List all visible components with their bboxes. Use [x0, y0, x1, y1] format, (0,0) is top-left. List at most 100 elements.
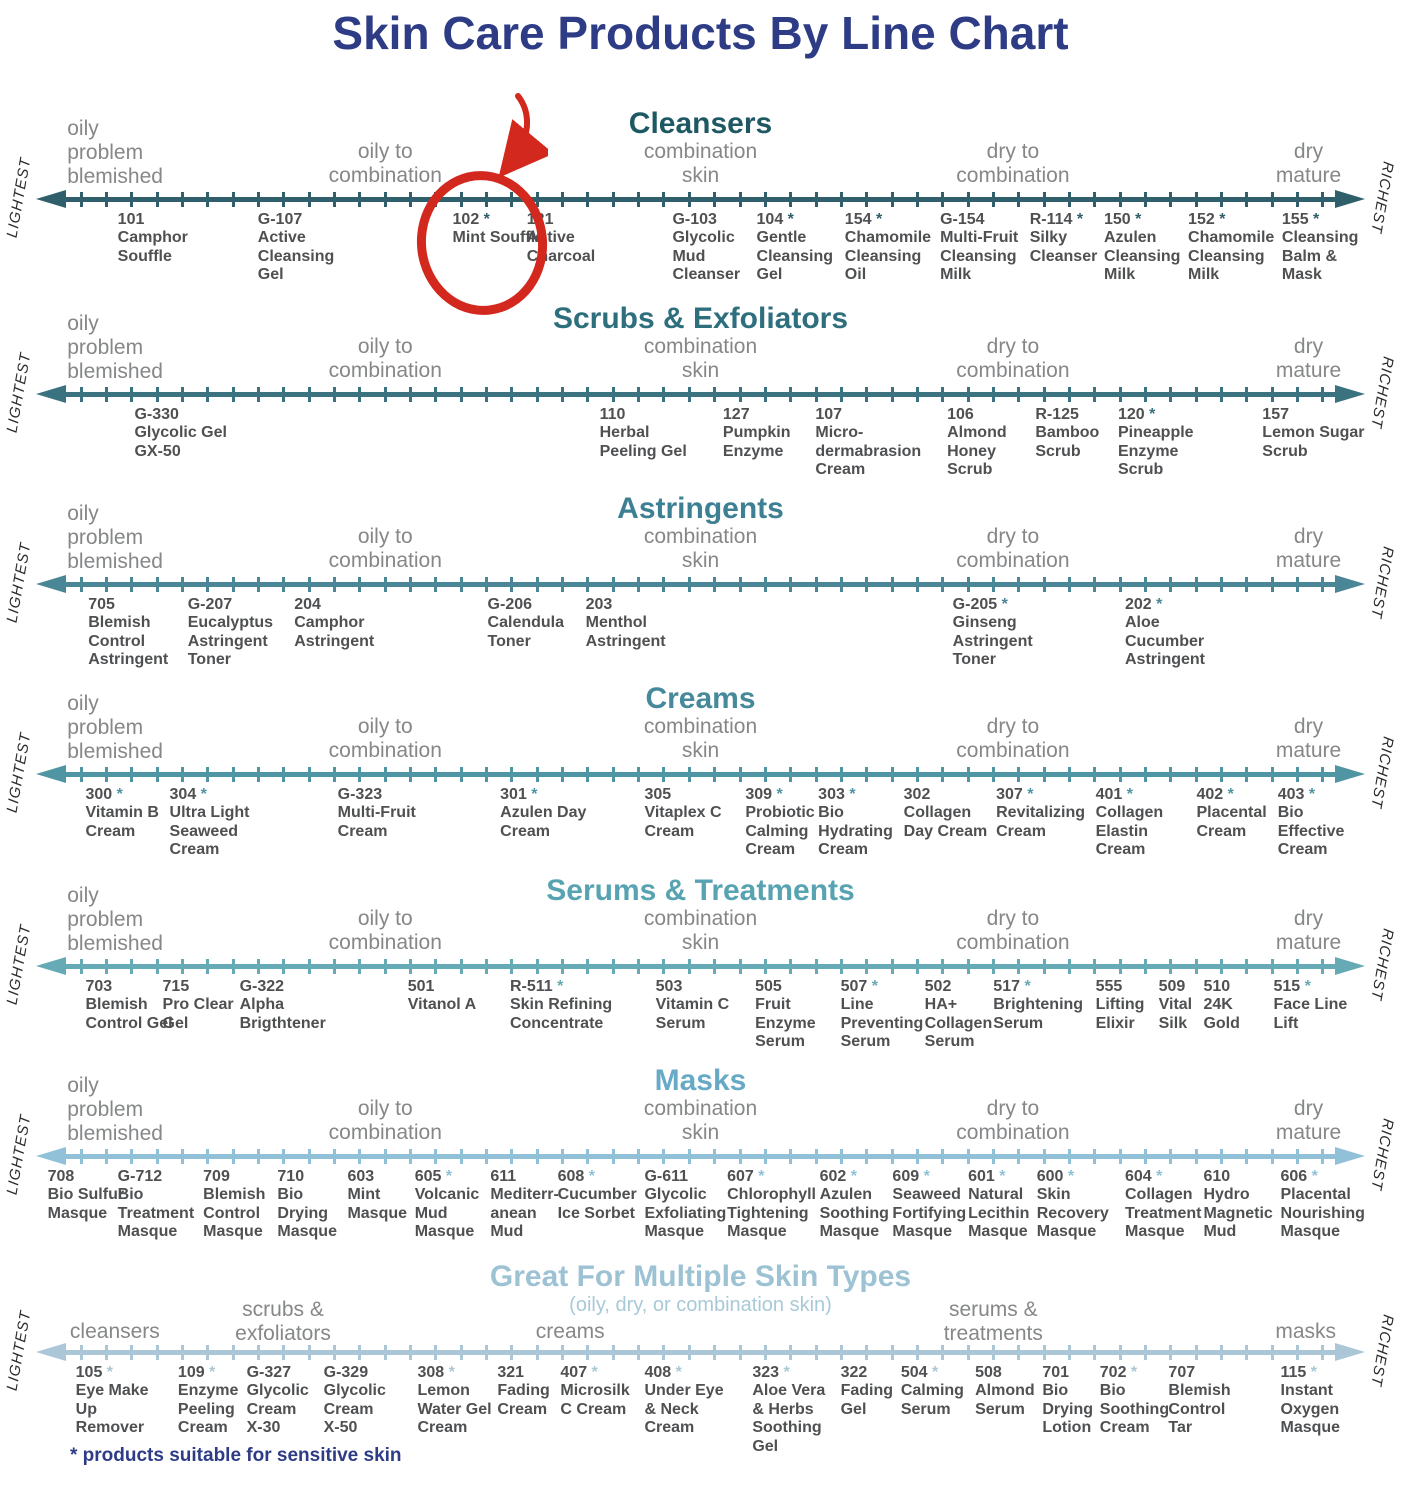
product-name: Active Cleansing Gel — [257, 229, 335, 284]
axis-tick — [1169, 959, 1173, 974]
sensitive-skin-star: * — [1020, 978, 1031, 995]
product-name: Glycolic Cream X-30 — [246, 1382, 309, 1437]
product-label: 505 Fruit Enzyme Serum — [755, 978, 835, 1052]
product-name: Mint Masque — [347, 1186, 408, 1222]
axis-tick — [130, 1345, 134, 1360]
product-label: 507 * Line Preventing Serum — [841, 978, 926, 1052]
product-label: G-107 Active Cleansing Gel — [258, 211, 353, 285]
product-code: 115 — [1280, 1364, 1307, 1381]
product-code: 321 — [497, 1364, 525, 1381]
product-label: 203 Menthol Astringent — [586, 596, 681, 651]
sensitive-skin-star: * — [671, 1364, 682, 1381]
axis-tick — [1118, 767, 1122, 782]
sensitive-skin-star: * — [441, 1168, 453, 1185]
axis-tick — [611, 959, 615, 974]
product-name: Probiotic Calming Cream — [745, 804, 815, 859]
axis-tick — [358, 192, 362, 207]
axis-tick — [535, 959, 539, 974]
product-code: 606 — [1280, 1168, 1308, 1185]
axis-tick — [941, 959, 945, 974]
axis-tick — [991, 192, 995, 207]
axis-tick — [409, 577, 413, 592]
product-label: 408 * Under Eye & Neck Cream — [644, 1364, 724, 1438]
product-label: 104 * Gentle Cleansing Gel — [757, 211, 852, 285]
axis-tick — [890, 1345, 894, 1360]
axis-tick — [510, 387, 514, 402]
axis-tick — [865, 387, 869, 402]
skin-type-label: dry mature — [1275, 715, 1342, 763]
axis-tick — [966, 1149, 970, 1164]
axis-tick — [333, 959, 337, 974]
axis-tick — [1245, 1345, 1249, 1360]
axis-tick — [991, 387, 995, 402]
axis-tick — [1245, 577, 1249, 592]
product-label: 708 Bio Sulfur Masque — [48, 1168, 126, 1223]
axis-tick — [814, 1149, 818, 1164]
sensitive-skin-star: * — [871, 211, 883, 228]
axis-tick — [839, 1149, 843, 1164]
axis-tick — [1321, 192, 1325, 207]
sensitive-skin-star: * — [1307, 1168, 1318, 1185]
axis-tick — [713, 1345, 717, 1360]
skin-type-label: dry to combination — [956, 335, 1070, 383]
section-scrubs-exfoliators: Scrubs & Exfoliators oily problem blemish… — [0, 290, 1401, 482]
axis-tick — [333, 387, 337, 402]
axis-tick — [1219, 387, 1223, 402]
product-name: Vitamin B Cream — [85, 804, 159, 840]
product-name: HA+ Collagen Serum — [924, 996, 993, 1051]
product-code: 305 — [644, 786, 672, 803]
product-name: Skin Recovery Masque — [1036, 1186, 1109, 1241]
axis-tick — [434, 577, 438, 592]
axis-tick — [763, 1345, 767, 1360]
axis-tick — [890, 387, 894, 402]
axis-tick — [814, 1345, 818, 1360]
axis-tick — [409, 767, 413, 782]
axis-tick — [1245, 959, 1249, 974]
axis-tick — [434, 1149, 438, 1164]
axis-tick — [1017, 767, 1021, 782]
highlight-arrow-icon — [498, 93, 548, 178]
axis-arrowhead-right — [1335, 1147, 1365, 1165]
product-code: 702 — [1099, 1364, 1127, 1381]
axis-tick — [1143, 1149, 1147, 1164]
product-label: 703 Blemish Control Gel — [85, 978, 180, 1033]
axis-tick — [257, 767, 261, 782]
product-code: R-125 — [1035, 406, 1079, 423]
product-label: G-322 Alpha Brigthtener — [240, 978, 335, 1033]
product-name: Lifting Elixir — [1095, 996, 1145, 1032]
product-label: 105 * Eye Make Up Remover — [76, 1364, 156, 1438]
axis-tick — [1295, 387, 1299, 402]
product-label: 305 Vitaplex C Cream — [644, 786, 739, 841]
product-name: Volcanic Mud Masque — [414, 1186, 480, 1241]
axis-tick — [611, 577, 615, 592]
product-label: 323 * Aloe Vera & Herbs Soothing Gel — [752, 1364, 832, 1456]
axis-tick — [459, 1345, 463, 1360]
axis-tick — [738, 192, 742, 207]
product-name: Mediterr-anean Mud — [490, 1186, 559, 1241]
section-multiple-skin-types: Great For Multiple Skin Types (oily, dry,… — [0, 1248, 1401, 1455]
product-name: Seaweed Fortifying Masque — [892, 1186, 967, 1241]
axis-tick — [1295, 577, 1299, 592]
product-code: 715 — [162, 978, 190, 995]
sensitive-skin-star: * — [1122, 786, 1133, 803]
product-label: 204 Camphor Astringent — [294, 596, 389, 651]
product-label: 707 Blemish Control Tar — [1168, 1364, 1236, 1438]
product-name: Ginseng Astringent Toner — [952, 614, 1033, 669]
product-label: 115 * Instant Oxygen Masque — [1281, 1364, 1353, 1438]
product-label: 607 * Chlorophyll Tightening Masque — [727, 1168, 819, 1242]
axis-tick — [814, 577, 818, 592]
product-name: Cucumber Ice Sorbet — [557, 1186, 637, 1222]
product-code: 708 — [47, 1168, 75, 1185]
product-name: Camphor Souffle — [117, 229, 188, 265]
axis-tick — [130, 959, 134, 974]
product-code: 302 — [903, 786, 931, 803]
product-code: 602 — [819, 1168, 847, 1185]
axis-tick — [789, 767, 793, 782]
axis-tick — [282, 959, 286, 974]
axis-tick — [763, 577, 767, 592]
product-code: 203 — [585, 596, 613, 613]
axis-tick — [307, 1149, 311, 1164]
product-code: 608 — [557, 1168, 585, 1185]
product-code: 509 — [1158, 978, 1186, 995]
